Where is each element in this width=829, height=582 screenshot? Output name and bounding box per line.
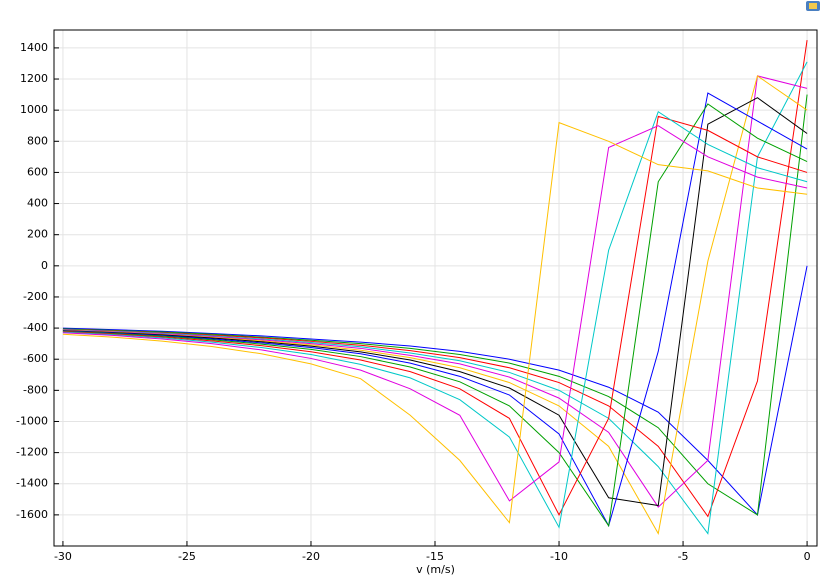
y-tick-label: -1200 (16, 446, 48, 459)
y-tick-label: 800 (27, 134, 48, 147)
x-tick-label: -20 (302, 550, 320, 563)
series-line (62, 40, 808, 518)
y-tick-label: -200 (23, 290, 48, 303)
y-tick-label: -600 (23, 352, 48, 365)
y-tick-label: -1600 (16, 508, 48, 521)
y-tick-label: -1000 (16, 414, 48, 427)
x-tick-label: -10 (550, 550, 568, 563)
grid (54, 30, 817, 546)
y-tick-label: -1400 (16, 477, 48, 490)
series-line (62, 265, 808, 516)
series-line (62, 92, 808, 528)
series-line (62, 97, 808, 507)
toolbar-icon[interactable] (806, 1, 820, 11)
series-line (62, 121, 808, 524)
x-tick-label: -15 (426, 550, 444, 563)
icon-inner (809, 3, 817, 9)
x-tick-label: -5 (678, 550, 689, 563)
series-line (62, 103, 808, 528)
y-tick-label: 0 (41, 259, 48, 272)
y-tick-label: -400 (23, 321, 48, 334)
series-line (62, 110, 808, 529)
series-line (62, 94, 808, 516)
x-tick-label: -25 (178, 550, 196, 563)
y-tick-label: 200 (27, 228, 48, 241)
series-line (62, 75, 808, 508)
y-tick-label: 1400 (20, 41, 48, 54)
x-tick-label: -30 (54, 550, 72, 563)
y-tick-label: 1200 (20, 72, 48, 85)
series-line (62, 125, 808, 502)
y-tick-label: 1000 (20, 103, 48, 116)
series-line (62, 75, 808, 535)
y-tick-label: 600 (27, 165, 48, 178)
series-line (62, 115, 808, 516)
y-tick-label: -800 (23, 383, 48, 396)
series-line (62, 61, 808, 535)
x-axis-label: v (m/s) (416, 563, 455, 576)
y-tick-label: 400 (27, 197, 48, 210)
x-tick-label: 0 (804, 550, 811, 563)
